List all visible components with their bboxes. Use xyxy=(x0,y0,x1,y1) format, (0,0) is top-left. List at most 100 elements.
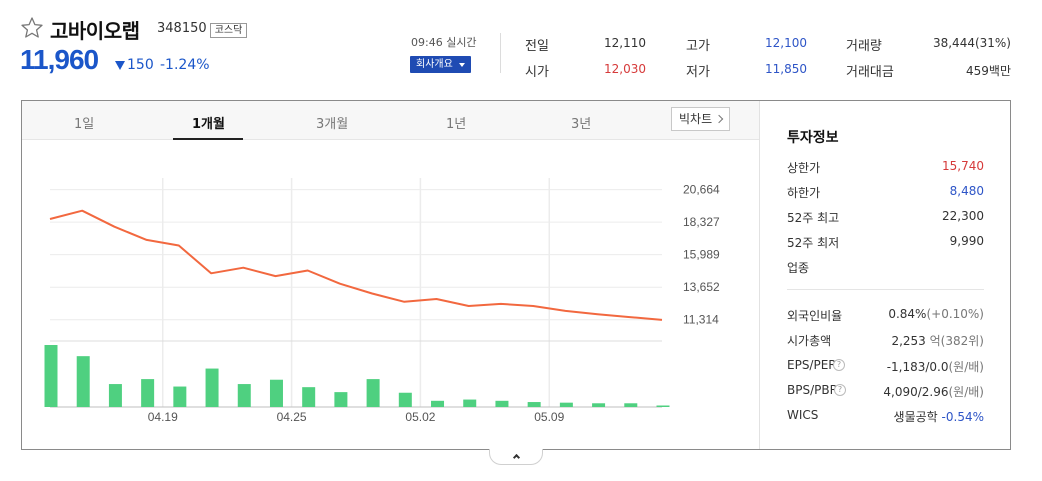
trade-amount-label: 거래대금 xyxy=(846,65,894,80)
high-52w-label: 52주 최고 xyxy=(787,211,840,225)
bps-help-icon[interactable]: ? xyxy=(834,384,846,396)
volume-value: 38,444(31%) xyxy=(932,36,1011,50)
volume-bar xyxy=(624,403,638,407)
collapse-button[interactable] xyxy=(489,449,543,465)
volume-bar xyxy=(141,379,155,407)
market-badge: 코스닥 xyxy=(210,23,247,38)
invest-info-title: 투자정보 xyxy=(787,130,839,146)
volume-bar xyxy=(76,356,90,407)
tab-1month[interactable]: 1개월 xyxy=(192,117,225,132)
down-arrow-icon xyxy=(115,61,125,70)
date-tick-label: 05.02 xyxy=(405,410,435,424)
volume-bar xyxy=(108,384,122,407)
caret-down-icon xyxy=(459,63,465,67)
info-separator xyxy=(787,289,984,290)
foreign-ratio-label: 외국인비율 xyxy=(787,309,843,323)
price-tick-label: 18,327 xyxy=(683,215,720,229)
tab-3month[interactable]: 3개월 xyxy=(316,117,349,132)
volume-bar xyxy=(431,400,445,407)
open-label: 시가 xyxy=(525,65,549,80)
foreign-ratio: 0.84% xyxy=(888,307,927,321)
stock-code: 348150 xyxy=(157,21,207,36)
price-line xyxy=(49,209,663,321)
chevron-up-icon xyxy=(512,453,521,462)
volume-bar xyxy=(302,387,316,407)
trade-amount-value: 459백만 xyxy=(966,64,1011,78)
current-price: 11,960 xyxy=(20,44,99,75)
sector-label: 업종 xyxy=(787,261,810,275)
volume-bar xyxy=(366,379,380,407)
tab-3year[interactable]: 3년 xyxy=(571,117,592,132)
wics-label: WICS xyxy=(787,408,819,422)
volume-bar xyxy=(559,402,573,407)
price-tick-label: 20,664 xyxy=(683,183,720,197)
volume-label: 거래량 xyxy=(846,39,882,54)
market-cap-value: 2,253 억(382위) xyxy=(854,332,984,349)
bps-pbr-value: 4,090/2.96(원/배) xyxy=(854,383,984,400)
bps-pbr-unit: (원/배) xyxy=(948,385,985,399)
upper-limit-value: 15,740 xyxy=(942,159,984,173)
eps-per-label: EPS/PER xyxy=(787,358,837,372)
lower-limit-label: 하한가 xyxy=(787,186,821,200)
tab-1year[interactable]: 1년 xyxy=(446,117,467,132)
chevron-right-icon xyxy=(714,114,724,124)
star-favorite-icon[interactable] xyxy=(20,16,44,40)
company-overview-button[interactable]: 회사개요 xyxy=(410,56,471,73)
tab-1day[interactable]: 1일 xyxy=(74,117,95,132)
volume-bar xyxy=(44,345,58,407)
wics-change: -0.54% xyxy=(941,410,984,424)
low-label: 저가 xyxy=(686,65,710,80)
open-value: 12,030 xyxy=(604,62,646,76)
header-divider xyxy=(500,33,501,73)
volume-bar xyxy=(495,400,509,407)
date-tick-label: 04.25 xyxy=(277,410,307,424)
price-change-percent: -1.24% xyxy=(160,57,210,73)
volume-bar xyxy=(205,368,219,407)
price-tick-label: 15,989 xyxy=(683,248,720,262)
price-chart: 20,664 18,327 15,989 13,652 11,314 04.19 04.25… xyxy=(44,178,720,424)
low-52w-label: 52주 최저 xyxy=(787,236,840,250)
prev-close-value: 12,110 xyxy=(604,36,646,50)
high-value: 12,100 xyxy=(765,36,807,50)
stock-name: 고바이오랩 xyxy=(50,19,140,43)
low-value: 11,850 xyxy=(765,62,807,76)
foreign-ratio-value: 0.84%(+0.10%) xyxy=(854,307,984,321)
date-tick-label: 05.09 xyxy=(534,410,564,424)
foreign-ratio-change: (+0.10%) xyxy=(926,307,984,321)
bps-pbr: 4,090/2.96 xyxy=(883,385,949,399)
wics-sector[interactable]: 생물공학 xyxy=(893,410,938,424)
big-chart-label: 빅차트 xyxy=(679,112,713,126)
price-tick-label: 13,652 xyxy=(683,280,720,294)
high-label: 고가 xyxy=(686,39,710,54)
company-overview-label: 회사개요 xyxy=(416,59,453,70)
eps-per-value: -1,183/0.0(원/배) xyxy=(854,358,984,375)
low-52w-value: 9,990 xyxy=(949,234,984,248)
big-chart-button[interactable]: 빅차트 xyxy=(671,107,730,131)
wics-value: 생물공학 -0.54% xyxy=(854,408,984,425)
prev-close-label: 전일 xyxy=(525,39,549,54)
active-tab-underline xyxy=(173,138,243,140)
volume-bar xyxy=(656,405,670,407)
date-tick-label: 04.19 xyxy=(148,410,178,424)
volume-bar xyxy=(527,402,541,407)
info-panel-divider xyxy=(759,101,760,449)
eps-help-icon[interactable]: ? xyxy=(833,359,845,371)
period-tabbar xyxy=(22,101,759,140)
volume-bar xyxy=(398,392,412,407)
eps-per: -1,183/0.0 xyxy=(886,360,949,374)
volume-bar xyxy=(334,392,348,407)
realtime-timestamp: 09:46 실시간 xyxy=(411,36,477,49)
eps-per-unit: (원/배) xyxy=(948,360,985,374)
high-52w-value: 22,300 xyxy=(942,209,984,223)
price-tick-label: 11,314 xyxy=(683,313,719,327)
market-cap-label: 시가총액 xyxy=(787,334,832,348)
lower-limit-value: 8,480 xyxy=(949,184,984,198)
volume-bar xyxy=(269,379,283,407)
upper-limit-label: 상한가 xyxy=(787,161,821,175)
volume-bar xyxy=(463,399,477,407)
market-cap-unit: 억(382위) xyxy=(929,334,984,348)
market-cap: 2,253 xyxy=(891,334,926,348)
price-change: 150 xyxy=(127,57,154,73)
volume-bar xyxy=(173,386,187,407)
bps-pbr-label: BPS/PBR xyxy=(787,383,838,397)
